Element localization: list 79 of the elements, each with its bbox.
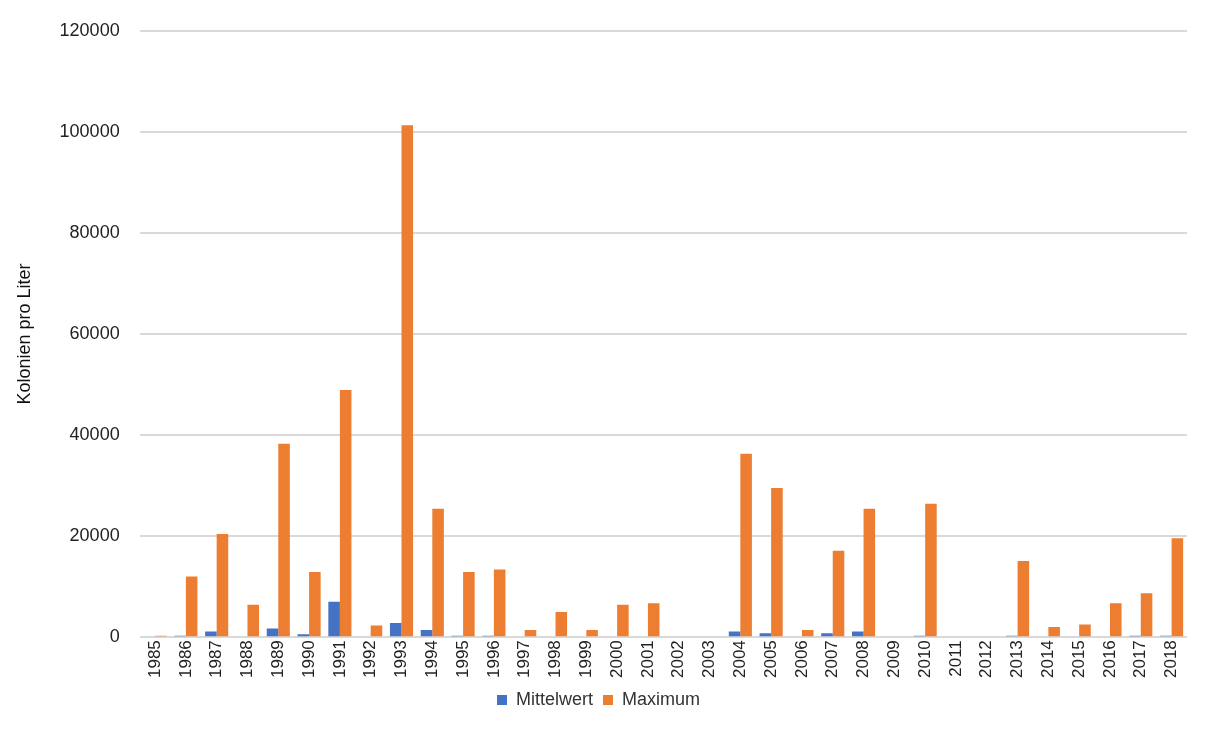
y-tick-label: 80000 <box>69 221 120 242</box>
x-tick-label: 2014 <box>1038 640 1058 679</box>
bar <box>205 631 217 637</box>
bar <box>647 603 660 637</box>
x-tick-label: 2013 <box>1007 640 1027 679</box>
bar <box>821 633 833 637</box>
bar <box>185 576 198 637</box>
x-tick-label: 2009 <box>884 640 904 679</box>
x-tick-label: 1986 <box>175 640 195 679</box>
y-tick-label: 0 <box>109 626 120 647</box>
x-tick-label: 2010 <box>914 640 934 679</box>
bar <box>617 604 629 637</box>
bar <box>555 611 568 637</box>
bar <box>1171 538 1184 637</box>
bar <box>771 488 783 637</box>
x-tick-label: 1992 <box>360 640 380 679</box>
x-tick-label: 2015 <box>1068 640 1088 679</box>
y-tick-label: 100000 <box>59 120 120 141</box>
x-tick-label: 1995 <box>452 640 472 679</box>
y-axis-title: Kolonien pro Liter <box>13 263 34 405</box>
bar <box>1048 627 1060 637</box>
x-tick-label: 2005 <box>760 640 780 679</box>
bar <box>420 630 433 637</box>
y-tick-label: 120000 <box>59 19 120 40</box>
x-tick-label: 1987 <box>206 640 226 679</box>
x-tick-label: 1985 <box>144 640 164 679</box>
bar <box>1109 603 1122 637</box>
bar <box>463 572 475 637</box>
bar <box>247 604 260 637</box>
x-tick-label: 1993 <box>391 640 411 679</box>
bar <box>389 623 402 637</box>
bar <box>801 630 814 637</box>
bar <box>1079 624 1091 637</box>
bar <box>216 534 229 637</box>
bar <box>1140 593 1153 637</box>
x-tick-label: 2008 <box>853 640 873 679</box>
bar <box>309 572 321 637</box>
bar <box>740 453 752 637</box>
bar <box>297 634 310 637</box>
y-tick-label: 60000 <box>69 322 120 343</box>
x-tick-label: 2006 <box>791 640 811 679</box>
x-tick-label: 2018 <box>1161 640 1181 679</box>
bar <box>278 443 290 637</box>
bar <box>339 390 352 637</box>
bar <box>328 601 340 637</box>
x-tick-label: 1997 <box>514 640 534 679</box>
x-tick-label: 1988 <box>237 640 257 679</box>
bar <box>925 503 937 637</box>
bar <box>759 633 772 637</box>
x-tick-label: 1990 <box>298 640 318 679</box>
bar <box>524 630 537 637</box>
x-tick-label: 1991 <box>329 640 349 679</box>
bar <box>493 569 506 637</box>
x-tick-label: 1989 <box>267 640 287 679</box>
legend-label: Mittelwert <box>515 688 594 709</box>
x-tick-label: 2001 <box>637 640 657 679</box>
y-tick-label: 20000 <box>69 525 120 546</box>
bar <box>401 125 414 637</box>
x-tick-label: 2003 <box>699 640 719 679</box>
bar <box>852 631 864 637</box>
bar <box>586 630 598 637</box>
x-tick-label: 2012 <box>976 640 996 679</box>
bar <box>1017 560 1030 637</box>
x-tick-label: 2000 <box>606 640 626 679</box>
x-tick-label: 1994 <box>421 640 441 679</box>
x-tick-label: 2011 <box>945 640 965 677</box>
bar <box>863 508 876 637</box>
bar <box>432 508 444 637</box>
x-tick-label: 1996 <box>483 640 503 679</box>
x-tick-label: 2016 <box>1099 640 1119 679</box>
y-tick-label: 40000 <box>69 424 120 445</box>
x-tick-label: 1998 <box>545 640 565 679</box>
x-tick-label: 2002 <box>668 640 688 679</box>
bar <box>832 550 845 637</box>
x-tick-label: 2004 <box>730 640 750 679</box>
legend-label: Maximum <box>622 688 701 709</box>
x-tick-label: 2017 <box>1130 640 1150 679</box>
x-tick-label: 1999 <box>576 640 596 679</box>
x-tick-label: 2007 <box>822 640 842 679</box>
